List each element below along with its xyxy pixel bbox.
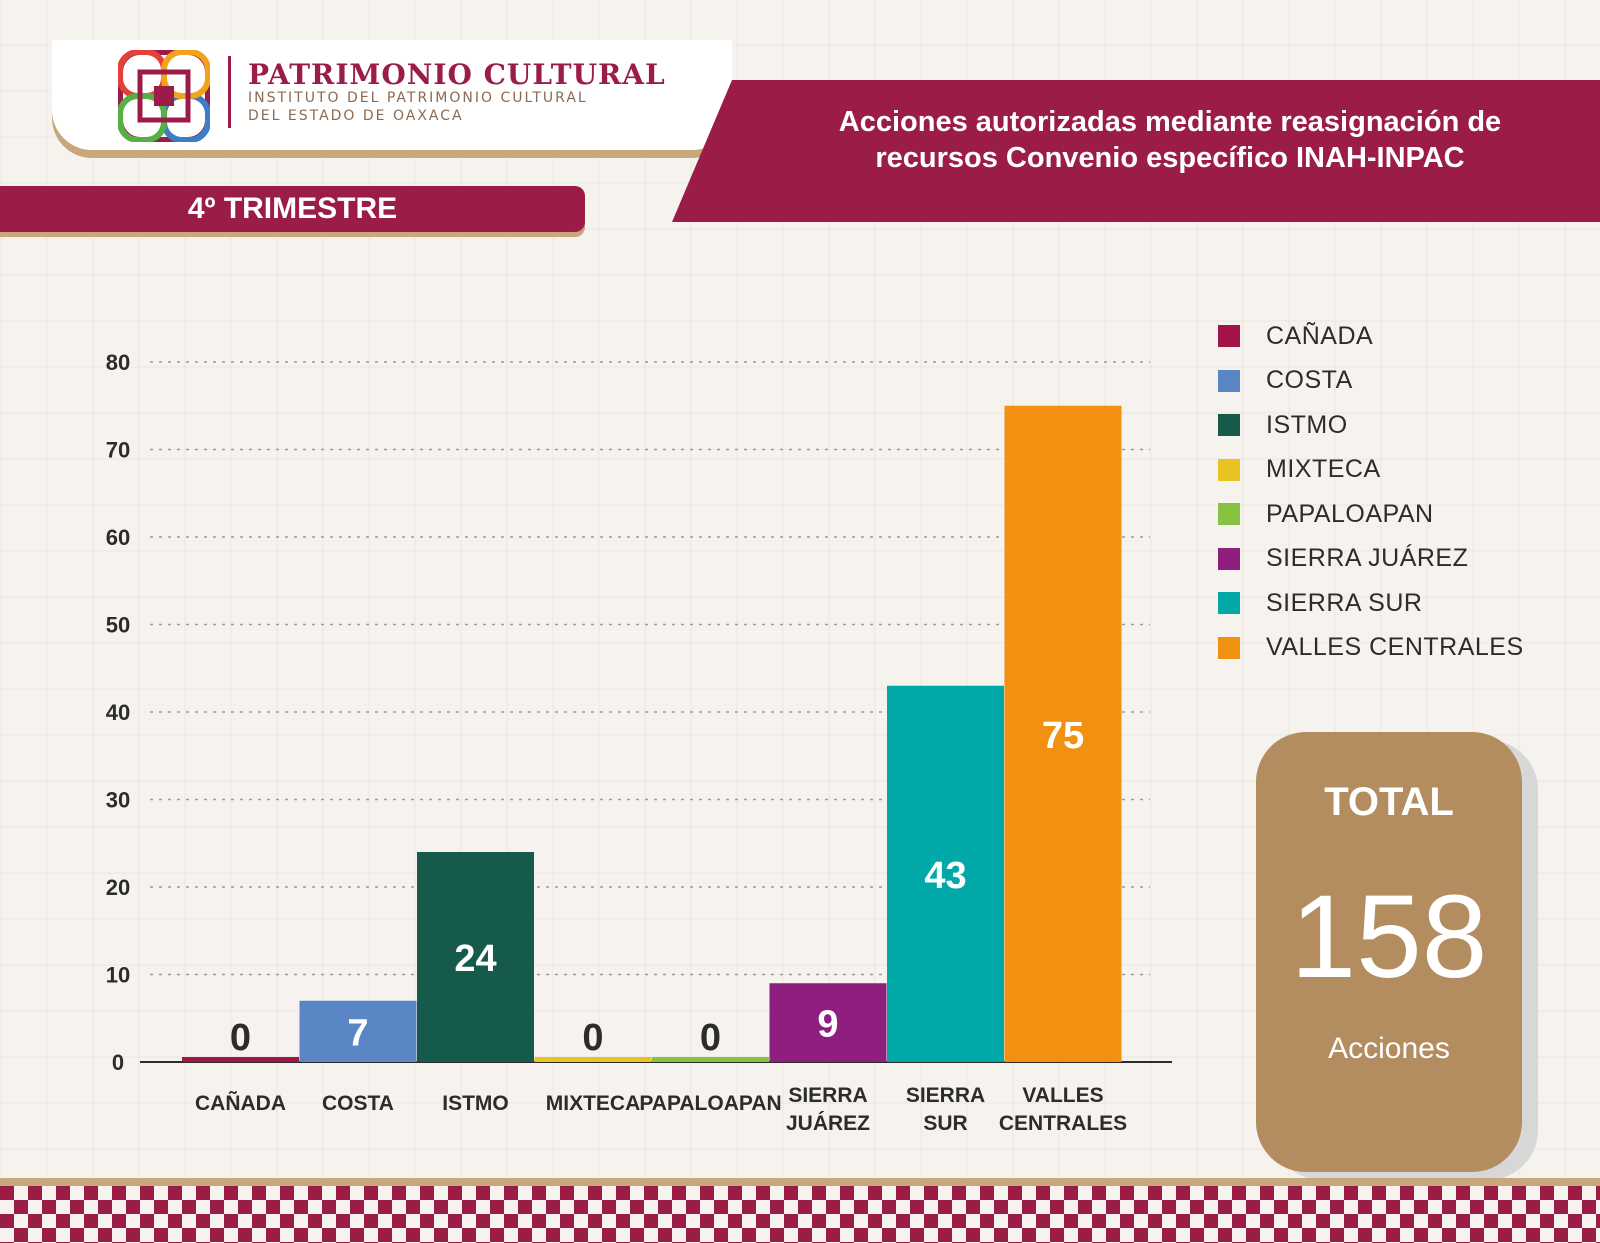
legend-item: COSTA	[1218, 359, 1524, 404]
y-tick-label: 20	[106, 875, 130, 900]
bar	[299, 1000, 417, 1062]
legend-swatch	[1218, 369, 1240, 392]
x-tick-label-line: SIERRA	[906, 1084, 985, 1107]
x-tick-label-line: JUÁREZ	[786, 1112, 870, 1135]
trimestre-banner: 4º TRIMESTRE	[0, 186, 585, 232]
x-tick-label: VALLES CENTRALES	[999, 1084, 1127, 1135]
legend-label: PAPALOAPAN	[1266, 499, 1434, 528]
legend-label: CAÑADA	[1266, 321, 1374, 350]
x-tick-label: CAÑADA	[195, 1092, 286, 1115]
bar	[534, 1057, 652, 1062]
chart-legend: CAÑADA COSTA ISTMO MIXTECA PAPALOAPAN SIERRA …	[1218, 314, 1524, 670]
total-value: 158	[1290, 871, 1488, 1003]
legend-item: CAÑADA	[1218, 314, 1524, 359]
legend-swatch	[1218, 547, 1240, 570]
x-tick-label-line: VALLES	[1022, 1084, 1103, 1107]
data-label: 9	[817, 1004, 838, 1046]
data-label: 0	[582, 1017, 603, 1059]
bar-chart: 0 10 20 30 40 50 60 70 80 0 CAÑADA 7 COSTA 24 ISTMO 0 MI…	[106, 350, 1172, 1135]
logo-card: PATRIMONIO CULTURAL INSTITUTO DEL PATRIM…	[52, 40, 732, 150]
y-tick-label: 50	[106, 613, 130, 638]
legend-item: SIERRA JUÁREZ	[1218, 537, 1524, 582]
x-tick-label-line: CENTRALES	[999, 1112, 1127, 1135]
logo-separator	[228, 56, 231, 128]
total-label: TOTAL	[1324, 780, 1454, 824]
x-tick-label: PAPALOAPAN	[639, 1092, 781, 1115]
legend-item: MIXTECA	[1218, 448, 1524, 493]
x-tick-label: SIERRA JUÁREZ	[786, 1084, 870, 1135]
total-unit: Acciones	[1328, 1032, 1450, 1065]
y-tick-label: 80	[106, 350, 130, 375]
legend-label: MIXTECA	[1266, 455, 1381, 484]
data-label: 43	[924, 855, 966, 897]
y-tick-label: 40	[106, 700, 130, 725]
legend-label: ISTMO	[1266, 410, 1348, 439]
x-tick-label-line: SUR	[923, 1112, 967, 1135]
total-card: TOTAL 158 Acciones	[1256, 732, 1522, 1172]
legend-swatch	[1218, 414, 1240, 437]
legend-item: PAPALOAPAN	[1218, 492, 1524, 537]
title-banner	[672, 80, 1600, 222]
bar	[182, 1057, 299, 1062]
x-tick-label: MIXTECA	[546, 1092, 641, 1115]
data-label: 75	[1042, 715, 1084, 757]
x-tick-label: COSTA	[322, 1092, 394, 1115]
bar	[887, 685, 1004, 1062]
brand-subtitle-2: DEL ESTADO DE OAXACA	[248, 108, 464, 124]
data-label: 0	[700, 1017, 721, 1059]
footer-pattern-band	[0, 1178, 1600, 1243]
legend-swatch	[1218, 592, 1240, 615]
y-tick-label: 30	[106, 788, 130, 813]
data-label: 0	[230, 1017, 251, 1059]
inpac-logo-icon	[118, 50, 210, 142]
brand-subtitle-1: INSTITUTO DEL PATRIMONIO CULTURAL	[248, 90, 588, 106]
legend-label: SIERRA JUÁREZ	[1266, 544, 1469, 573]
legend-swatch	[1218, 636, 1240, 659]
y-tick-label: 70	[106, 438, 130, 463]
legend-item: VALLES CENTRALES	[1218, 626, 1524, 671]
bar	[417, 852, 534, 1062]
data-label: 24	[454, 938, 496, 980]
y-tick-label: 0	[112, 1050, 124, 1075]
y-tick-label: 60	[106, 525, 130, 550]
bar	[769, 983, 887, 1062]
legend-swatch	[1218, 458, 1240, 481]
data-label: 7	[347, 1012, 368, 1054]
legend-item: ISTMO	[1218, 403, 1524, 448]
y-tick-label: 10	[106, 963, 130, 988]
bar	[652, 1057, 769, 1062]
legend-swatch	[1218, 325, 1240, 348]
page-title-line-2: recursos Convenio específico INAH-INPAC	[875, 142, 1465, 174]
x-tick-label-line: SIERRA	[788, 1084, 867, 1107]
legend-label: COSTA	[1266, 366, 1353, 395]
legend-swatch	[1218, 503, 1240, 526]
bar	[1004, 405, 1122, 1062]
x-tick-label: ISTMO	[442, 1092, 509, 1115]
legend-item: SIERRA SUR	[1218, 581, 1524, 626]
legend-label: SIERRA SUR	[1266, 588, 1423, 617]
brand-title: PATRIMONIO CULTURAL	[248, 58, 666, 91]
page-title: Acciones autorizadas mediante reasignaci…	[760, 104, 1580, 176]
x-tick-label: SIERRA SUR	[906, 1084, 985, 1135]
legend-label: VALLES CENTRALES	[1266, 633, 1524, 662]
page-title-line-1: Acciones autorizadas mediante reasignaci…	[838, 106, 1502, 138]
trimestre-label: 4º TRIMESTRE	[187, 192, 398, 225]
